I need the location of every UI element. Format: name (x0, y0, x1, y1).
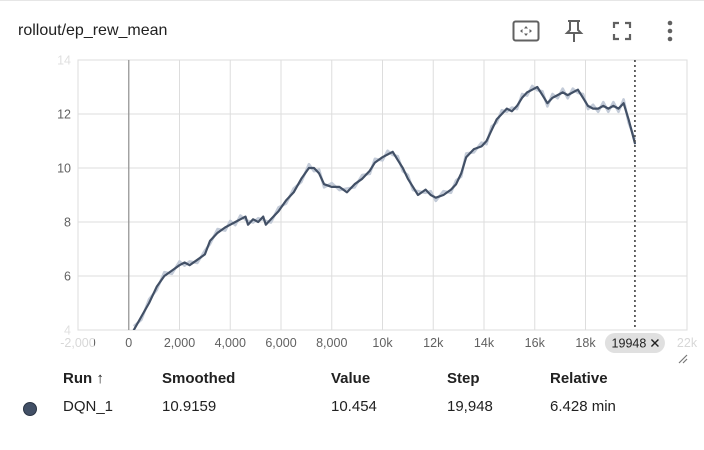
step-cursor-label: 19948 (612, 337, 647, 351)
axis-edge-fade (676, 334, 704, 352)
x-tick-label: 2,000 (164, 336, 195, 350)
pin-icon (563, 19, 585, 43)
series-raw-line (132, 84, 637, 328)
chart-grid (77, 59, 688, 331)
y-tick-label: 6 (64, 270, 71, 284)
resize-icon (678, 354, 688, 364)
fullscreen-button[interactable] (598, 16, 646, 46)
step-cursor-chip[interactable] (604, 333, 665, 353)
raw-value: 10.454 (331, 398, 377, 415)
series-line-DQN_1[interactable] (132, 85, 636, 330)
x-tick-label: 16k (525, 336, 546, 350)
axis-edge-fade (40, 324, 77, 334)
run-color-swatch (23, 402, 37, 416)
run-name: DQN_1 (63, 398, 114, 415)
relative-column-header: Relative (550, 370, 608, 387)
table-header-row: Run ↑ Smoothed Value Step Relative (0, 370, 704, 392)
x-tick-label: 6,000 (265, 336, 296, 350)
more-vert-icon (666, 20, 674, 42)
step-cursor: 19948 (604, 60, 665, 353)
y-tick-label: 8 (64, 216, 71, 230)
relative-time: 6.428 min (550, 398, 616, 415)
x-tick-label: 14k (474, 336, 495, 350)
smoothed-column-header: Smoothed (162, 370, 236, 387)
pin-button[interactable] (550, 16, 598, 46)
y-tick-label: 10 (57, 162, 71, 176)
axis-edge-fade (40, 55, 77, 67)
more-options-button[interactable] (646, 16, 694, 46)
step-column-header: Step (447, 370, 480, 387)
y-tick-label: 12 (57, 108, 71, 122)
axis-edge-fade (60, 334, 94, 352)
smoothed-value: 10.9159 (162, 398, 217, 415)
table-row[interactable]: DQN_1 10.9159 10.454 19,948 6.428 min (0, 398, 704, 420)
fit-domain-button[interactable] (502, 16, 550, 46)
run-header-label: Run (63, 370, 93, 387)
resize-handle[interactable] (676, 351, 688, 369)
chart-title: rollout/ep_rew_mean (18, 22, 168, 39)
fit-domain-icon (512, 20, 540, 42)
close-icon[interactable] (650, 339, 659, 347)
line-chart[interactable]: 468101214 -2,00002,0004,0006,0008,00010k… (0, 55, 704, 355)
step-value: 19,948 (447, 398, 493, 415)
x-tick-label: 4,000 (215, 336, 246, 350)
card-toolbar (502, 16, 694, 46)
run-column-header[interactable]: Run ↑ (63, 370, 104, 387)
fullscreen-icon (612, 21, 632, 41)
x-axis-ticks: -2,00002,0004,0006,0008,00010k12k14k16k1… (60, 334, 704, 352)
y-axis-ticks: 468101214 (40, 55, 77, 338)
value-column-header: Value (331, 370, 371, 387)
x-tick-label: 0 (125, 336, 132, 350)
x-tick-label: 12k (423, 336, 444, 350)
chart-series (132, 84, 637, 330)
card-top-border (0, 0, 704, 1)
sort-ascending-icon: ↑ (96, 370, 104, 387)
x-tick-label: 10k (372, 336, 393, 350)
x-tick-label: 18k (575, 336, 596, 350)
x-tick-label: 8,000 (316, 336, 347, 350)
